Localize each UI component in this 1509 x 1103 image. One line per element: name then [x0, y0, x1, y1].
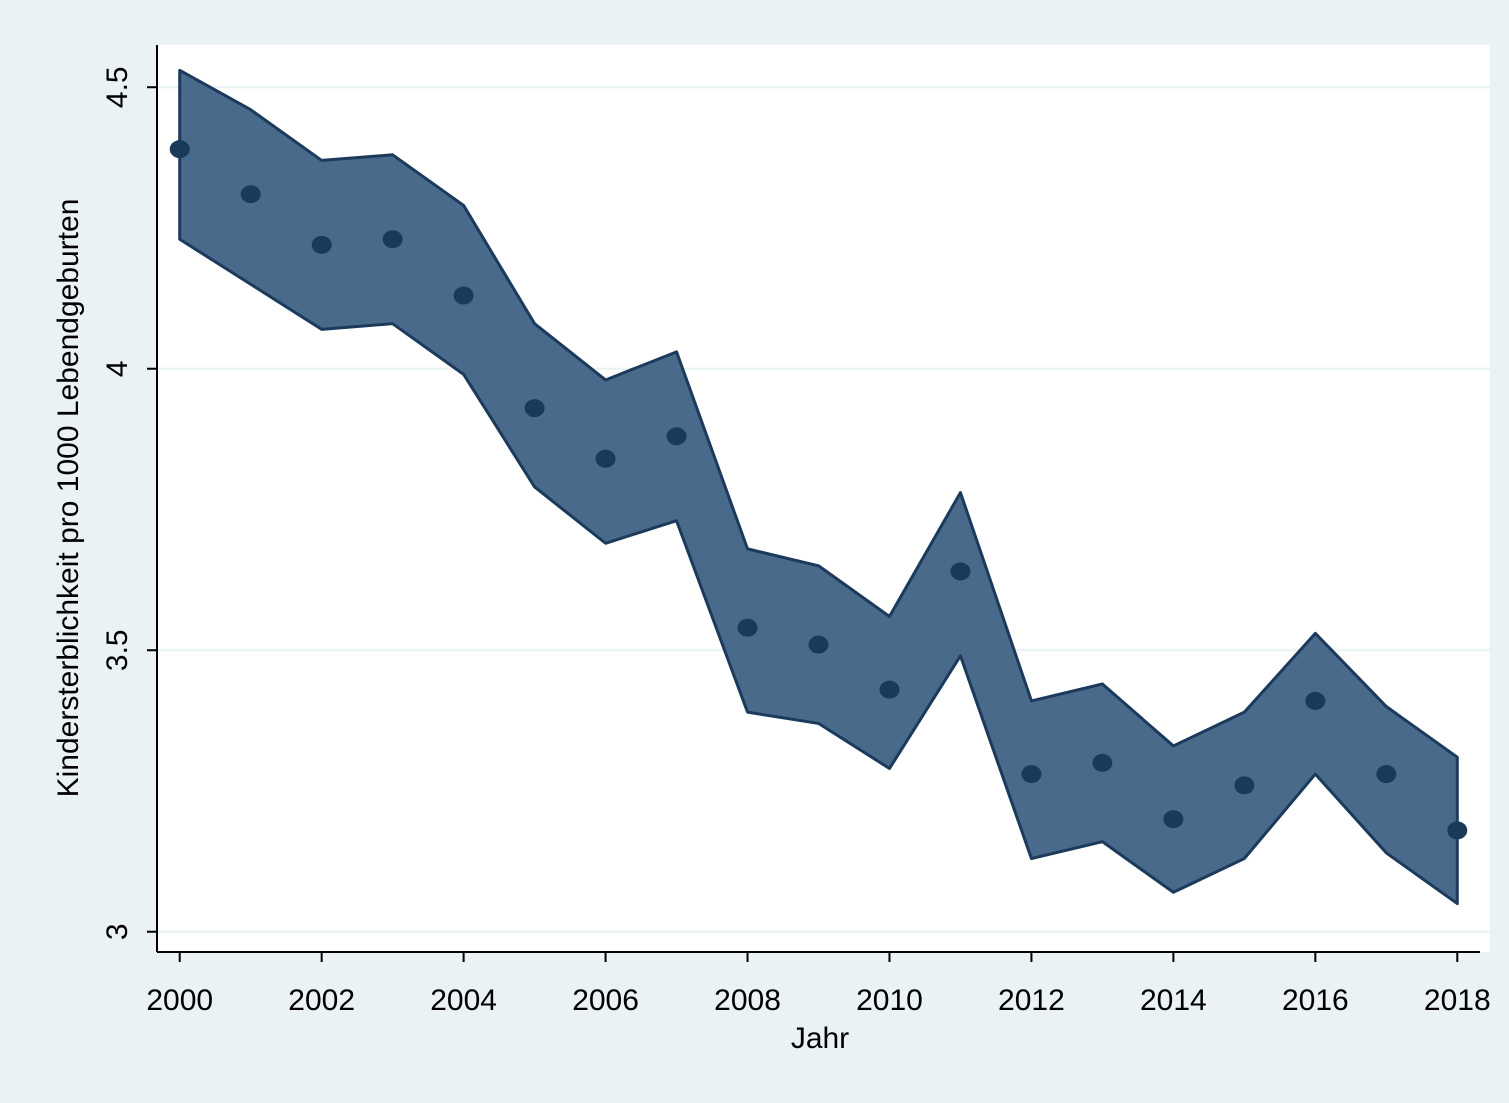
x-tick-label: 2016 — [1282, 984, 1349, 1017]
x-tick-label: 2014 — [1140, 984, 1207, 1017]
x-tick-label: 2012 — [998, 984, 1065, 1017]
y-axis-title: Kindersterblichkeit pro 1000 Lebendgebur… — [52, 199, 85, 798]
data-point — [453, 286, 474, 305]
data-point — [1234, 776, 1255, 795]
x-tick-label: 2018 — [1424, 984, 1491, 1017]
x-tick-label: 2010 — [856, 984, 923, 1017]
data-point — [169, 140, 190, 159]
x-axis-title: Jahr — [791, 1022, 849, 1055]
data-point — [1447, 821, 1468, 840]
data-point — [879, 680, 900, 699]
data-point — [240, 185, 261, 204]
data-point — [666, 427, 687, 446]
data-point — [311, 235, 332, 254]
x-tick-label: 2006 — [572, 984, 639, 1017]
x-tick-label: 2002 — [288, 984, 355, 1017]
data-point — [382, 230, 403, 249]
x-tick-label: 2000 — [146, 984, 213, 1017]
data-point — [524, 399, 545, 418]
data-point — [808, 635, 829, 654]
data-point — [1305, 691, 1326, 710]
x-tick-label: 2008 — [714, 984, 781, 1017]
data-point — [737, 618, 758, 637]
y-tick-label: 3 — [101, 923, 134, 940]
y-tick-label: 4 — [101, 360, 134, 377]
data-point — [1376, 765, 1397, 784]
data-point — [1163, 810, 1184, 829]
data-point — [595, 449, 616, 468]
data-point — [950, 562, 971, 581]
confidence-band — [178, 68, 1459, 906]
data-point — [1092, 753, 1113, 772]
y-tick-label: 4.5 — [101, 66, 134, 108]
y-tick-label: 3.5 — [101, 629, 134, 671]
x-tick-label: 2004 — [430, 984, 497, 1017]
data-point — [1021, 765, 1042, 784]
